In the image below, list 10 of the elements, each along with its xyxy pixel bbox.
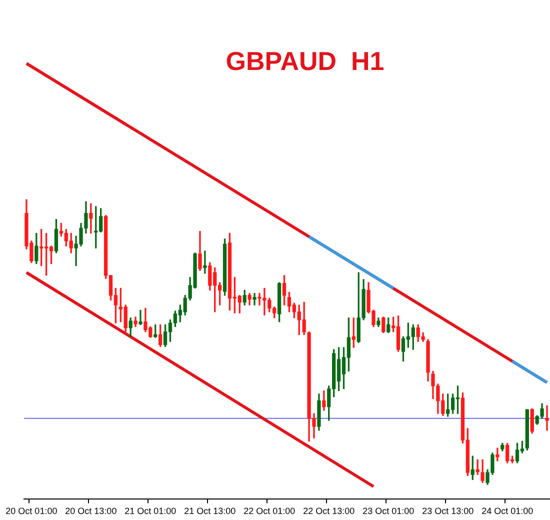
chart-title: GBPAUD H1	[224, 46, 386, 77]
x-tick-label: 24 Oct 01:00	[482, 506, 534, 516]
x-tick-label: 20 Oct 01:00	[6, 506, 58, 516]
x-tick-label: 23 Oct 01:00	[362, 506, 414, 516]
x-tick-label: 21 Oct 13:00	[184, 506, 236, 516]
x-tick-label: 21 Oct 01:00	[124, 506, 176, 516]
x-tick-label: 22 Oct 13:00	[303, 506, 355, 516]
x-tick-label: 20 Oct 13:00	[65, 506, 117, 516]
x-tick-label: 22 Oct 01:00	[244, 506, 296, 516]
x-tick-label: 23 Oct 13:00	[422, 506, 474, 516]
